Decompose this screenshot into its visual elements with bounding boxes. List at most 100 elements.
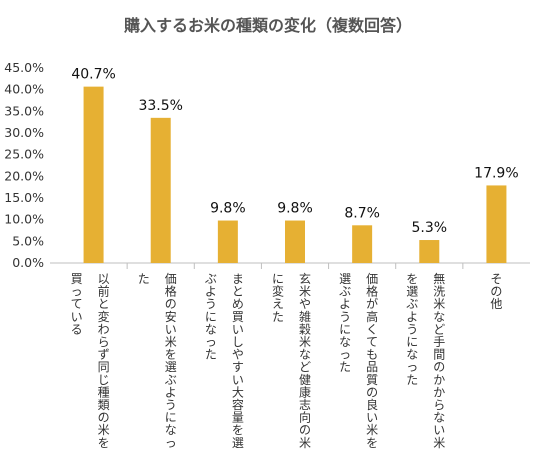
x-tick-label-char: う: [406, 322, 418, 336]
x-tick-label-char: 間: [433, 348, 445, 362]
x-tick-label-char: 穀: [299, 322, 311, 336]
x-tick-label-char: ら: [433, 398, 445, 412]
x-tick-label-char: て: [366, 335, 378, 349]
bar: [217, 220, 238, 263]
y-tick-label: 35.0%: [4, 103, 44, 118]
x-tick-label-char: を: [406, 272, 418, 286]
x-tick-label-char: 選: [339, 272, 351, 286]
x-tick-label-char: じ: [98, 373, 110, 387]
x-tick-label-char: や: [232, 348, 244, 362]
x-tick-label-char: 格: [366, 284, 378, 299]
x-tick-label-char: を: [366, 436, 378, 450]
y-tick-label: 0.0%: [12, 255, 44, 270]
x-tick-label-char: る: [71, 322, 83, 336]
x-tick-label-char: 類: [98, 398, 110, 412]
x-tick-label-char: の: [366, 385, 378, 399]
x-tick-label-char: の: [165, 297, 177, 311]
x-tick-label-char: に: [272, 272, 284, 286]
x-tick-label-char: い: [366, 411, 378, 425]
x-tick-label-char: 健: [299, 373, 311, 387]
x-tick-label-char: う: [339, 310, 351, 324]
x-tick-label-char: が: [366, 296, 378, 311]
x-tick-label-char: 手: [433, 335, 445, 349]
x-tick-label-char: 品: [366, 360, 378, 374]
x-tick-label-char: 米: [366, 423, 378, 437]
x-tick-label-char: 米: [98, 423, 110, 437]
x-tick-label-char: た: [138, 272, 150, 286]
x-tick-label-char: に: [165, 411, 177, 425]
x-tick-label-char: も: [366, 348, 378, 362]
data-label: 17.9%: [474, 165, 518, 181]
x-tick-label-char: 志: [299, 398, 311, 412]
x-tick-label-char: 向: [299, 410, 311, 425]
x-tick-label-char: す: [232, 360, 244, 374]
data-label: 40.7%: [71, 67, 115, 83]
x-tick-label-char: 選: [165, 360, 177, 374]
x-tick-label-char: ぶ: [406, 297, 418, 311]
x-tick-label-char: ぶ: [165, 373, 177, 387]
x-tick-label-char: ず: [98, 348, 110, 362]
x-tick-label-char: 無: [433, 271, 445, 286]
data-label: 5.3%: [411, 220, 447, 236]
x-tick-label-char: 格: [165, 284, 177, 299]
y-tick-label: 10.0%: [4, 212, 44, 227]
x-tick-label-char: 他: [490, 297, 502, 311]
bar: [285, 220, 305, 263]
x-tick-label-char: 価: [165, 272, 177, 286]
x-tick-label-char: 玄: [299, 271, 311, 286]
x-tick-label-char: て: [71, 297, 83, 311]
x-tick-label-char: 種: [98, 385, 110, 399]
x-tick-label-char: よ: [165, 385, 177, 399]
y-tick-label: 30.0%: [4, 125, 44, 140]
data-label: 33.5%: [138, 98, 182, 114]
x-tick-label-char: う: [205, 297, 217, 311]
x-tick-label-char: ぶ: [205, 272, 217, 286]
x-tick-label-char: 変: [98, 309, 110, 324]
x-tick-label-char: 康: [299, 384, 311, 399]
x-tick-label-char: 質: [366, 372, 378, 387]
x-tick-label-char: ぶ: [339, 285, 351, 299]
x-tick-label-char: 容: [232, 397, 244, 412]
x-tick-label-char: し: [232, 335, 244, 349]
x-tick-label-char: 米: [299, 335, 311, 349]
x-tick-label-char: と: [98, 297, 110, 311]
data-label: 8.7%: [344, 205, 380, 221]
x-tick-label-char: た: [205, 348, 217, 362]
x-tick-label-char: 量: [232, 411, 244, 425]
x-tick-label-char: 米: [299, 285, 311, 299]
bar: [486, 185, 507, 263]
x-tick-label-char: 米: [165, 335, 177, 349]
x-tick-label-char: 前: [98, 284, 110, 299]
bar: [83, 86, 104, 263]
x-tick-label-char: の: [490, 285, 502, 299]
x-tick-label-char: く: [366, 322, 378, 336]
x-tick-label-char: 以: [98, 272, 110, 286]
x-tick-label-char: え: [272, 297, 284, 311]
x-tick-label-char: な: [165, 423, 177, 437]
bar: [150, 117, 171, 263]
y-tick-label: 40.0%: [4, 82, 44, 97]
x-tick-label-char: ま: [232, 272, 244, 286]
x-tick-label-char: ら: [98, 335, 110, 349]
bar: [352, 225, 373, 263]
x-tick-label-char: に: [406, 335, 418, 349]
x-tick-label-char: を: [165, 348, 177, 362]
y-tick-label: 15.0%: [4, 190, 44, 205]
x-tick-label-char: 米: [299, 436, 311, 450]
x-tick-label-char: よ: [339, 297, 351, 311]
x-tick-label-char: 洗: [433, 285, 445, 299]
x-tick-label-char: ど: [433, 322, 445, 336]
x-tick-label-char: た: [339, 360, 351, 374]
y-tick-label: 25.0%: [4, 147, 44, 162]
x-tick-label-char: い: [232, 373, 244, 387]
data-label: 9.8%: [210, 201, 246, 217]
y-tick-label: 5.0%: [12, 233, 44, 248]
x-tick-label-char: よ: [406, 310, 418, 324]
x-tick-label-char: や: [299, 297, 311, 311]
x-tick-label-char: 良: [366, 397, 378, 412]
x-tick-label-char: 買: [71, 272, 83, 286]
data-label: 9.8%: [277, 201, 313, 217]
x-tick-label-char: 雑: [299, 309, 311, 324]
x-tick-label-char: わ: [98, 322, 110, 336]
